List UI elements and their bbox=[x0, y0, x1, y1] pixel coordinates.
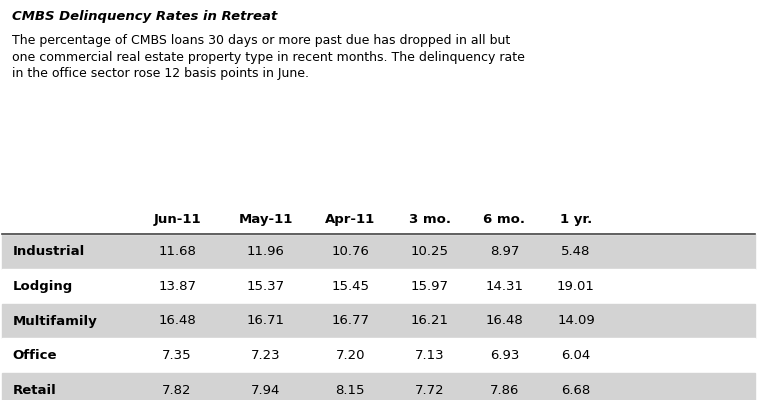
Text: 6.04: 6.04 bbox=[561, 349, 591, 362]
Text: Office: Office bbox=[12, 349, 57, 362]
Text: 15.45: 15.45 bbox=[331, 280, 370, 293]
Text: 15.97: 15.97 bbox=[410, 280, 449, 293]
Text: 10.76: 10.76 bbox=[331, 245, 370, 258]
Text: 8.97: 8.97 bbox=[490, 245, 519, 258]
Text: 7.23: 7.23 bbox=[251, 349, 280, 362]
Text: 6.93: 6.93 bbox=[490, 349, 519, 362]
Text: Retail: Retail bbox=[12, 384, 56, 397]
Text: 6 mo.: 6 mo. bbox=[484, 213, 525, 226]
Text: 7.82: 7.82 bbox=[162, 384, 192, 397]
Text: 3 mo.: 3 mo. bbox=[409, 213, 450, 226]
Text: Industrial: Industrial bbox=[12, 245, 85, 258]
Text: The percentage of CMBS loans 30 days or more past due has dropped in all but
one: The percentage of CMBS loans 30 days or … bbox=[12, 34, 525, 80]
Text: Lodging: Lodging bbox=[12, 280, 72, 293]
Text: 14.09: 14.09 bbox=[557, 314, 595, 328]
Text: 16.71: 16.71 bbox=[246, 314, 285, 328]
Text: 7.35: 7.35 bbox=[162, 349, 192, 362]
Text: 7.86: 7.86 bbox=[490, 384, 519, 397]
Text: 16.48: 16.48 bbox=[158, 314, 196, 328]
Text: 11.96: 11.96 bbox=[246, 245, 285, 258]
Text: 16.21: 16.21 bbox=[410, 314, 449, 328]
Text: 5.48: 5.48 bbox=[561, 245, 591, 258]
Text: 6.68: 6.68 bbox=[561, 384, 591, 397]
Text: 7.94: 7.94 bbox=[251, 384, 280, 397]
Text: 8.15: 8.15 bbox=[336, 384, 365, 397]
Text: 10.25: 10.25 bbox=[410, 245, 449, 258]
Text: Jun-11: Jun-11 bbox=[153, 213, 201, 226]
Text: 7.20: 7.20 bbox=[336, 349, 365, 362]
Text: 7.72: 7.72 bbox=[415, 384, 444, 397]
Text: 19.01: 19.01 bbox=[557, 280, 595, 293]
Text: CMBS Delinquency Rates in Retreat: CMBS Delinquency Rates in Retreat bbox=[12, 10, 278, 23]
Text: 7.13: 7.13 bbox=[415, 349, 444, 362]
Text: 16.48: 16.48 bbox=[485, 314, 524, 328]
Text: 16.77: 16.77 bbox=[331, 314, 370, 328]
Text: 1 yr.: 1 yr. bbox=[560, 213, 592, 226]
Text: 14.31: 14.31 bbox=[485, 280, 524, 293]
Text: 15.37: 15.37 bbox=[246, 280, 285, 293]
Text: 11.68: 11.68 bbox=[158, 245, 196, 258]
Text: May-11: May-11 bbox=[239, 213, 293, 226]
Text: Multifamily: Multifamily bbox=[12, 314, 97, 328]
Text: Apr-11: Apr-11 bbox=[325, 213, 376, 226]
Text: 13.87: 13.87 bbox=[158, 280, 196, 293]
